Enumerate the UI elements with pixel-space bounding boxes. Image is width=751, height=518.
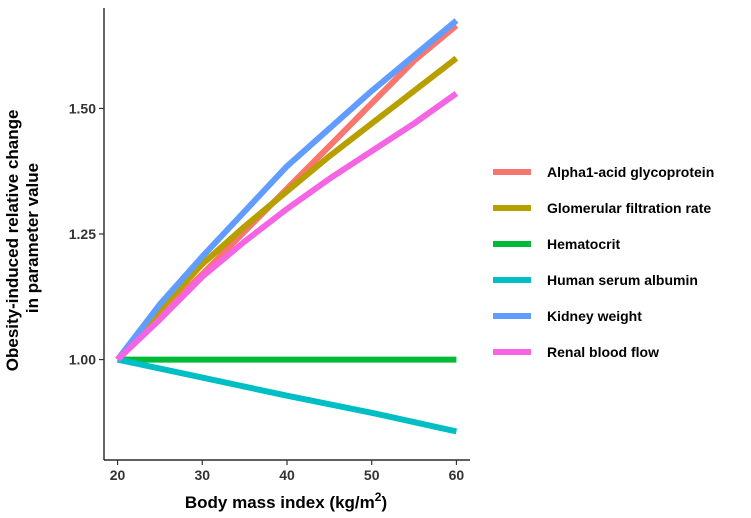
plot-panel bbox=[104, 8, 470, 460]
legend-label: Human serum albumin bbox=[547, 272, 698, 288]
series-line-4 bbox=[116, 356, 458, 435]
y-axis-title-line-1: Obesity-induced relative change bbox=[3, 110, 22, 372]
x-axis-title: Body mass index (kg/m2) bbox=[185, 490, 387, 512]
legend-item: Glomerular filtration rate bbox=[493, 200, 711, 216]
y-axis-title: Obesity-induced relative change in param… bbox=[3, 105, 42, 371]
plot-background bbox=[104, 8, 470, 460]
y-tick-label: 1.00 bbox=[69, 352, 96, 368]
y-axis-title-line-2: in parameter value bbox=[23, 163, 42, 313]
legend: Alpha1-acid glycoprotein Glomerular filtr… bbox=[493, 164, 714, 360]
legend-item: Hematocrit bbox=[493, 236, 620, 252]
legend-label: Renal blood flow bbox=[547, 344, 659, 360]
legend-label: Kidney weight bbox=[547, 308, 642, 324]
x-tick-label: 50 bbox=[364, 467, 380, 483]
y-tick-label: 1.50 bbox=[69, 100, 96, 116]
legend-item: Alpha1-acid glycoprotein bbox=[493, 164, 714, 180]
series-line-5 bbox=[115, 18, 459, 362]
series-line-2 bbox=[115, 55, 459, 362]
series-lines bbox=[115, 18, 459, 435]
legend-label: Glomerular filtration rate bbox=[547, 200, 711, 216]
legend-item: Kidney weight bbox=[493, 308, 642, 324]
legend-label: Hematocrit bbox=[547, 236, 620, 252]
x-tick-label: 20 bbox=[110, 467, 126, 483]
series-line-6 bbox=[115, 90, 459, 362]
x-tick-label: 30 bbox=[194, 467, 210, 483]
legend-item: Human serum albumin bbox=[493, 272, 698, 288]
legend-label: Alpha1-acid glycoprotein bbox=[547, 164, 714, 180]
y-tick-label: 1.25 bbox=[69, 226, 96, 242]
axes: 20 30 40 50 60 1.00 1.25 1.50 bbox=[69, 8, 470, 483]
legend-item: Renal blood flow bbox=[493, 344, 659, 360]
x-tick-label: 40 bbox=[279, 467, 295, 483]
x-tick-label: 60 bbox=[449, 467, 465, 483]
